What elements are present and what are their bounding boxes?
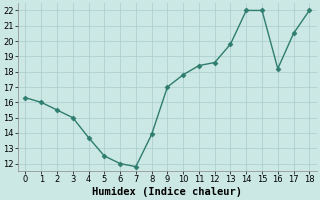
X-axis label: Humidex (Indice chaleur): Humidex (Indice chaleur) (92, 187, 242, 197)
